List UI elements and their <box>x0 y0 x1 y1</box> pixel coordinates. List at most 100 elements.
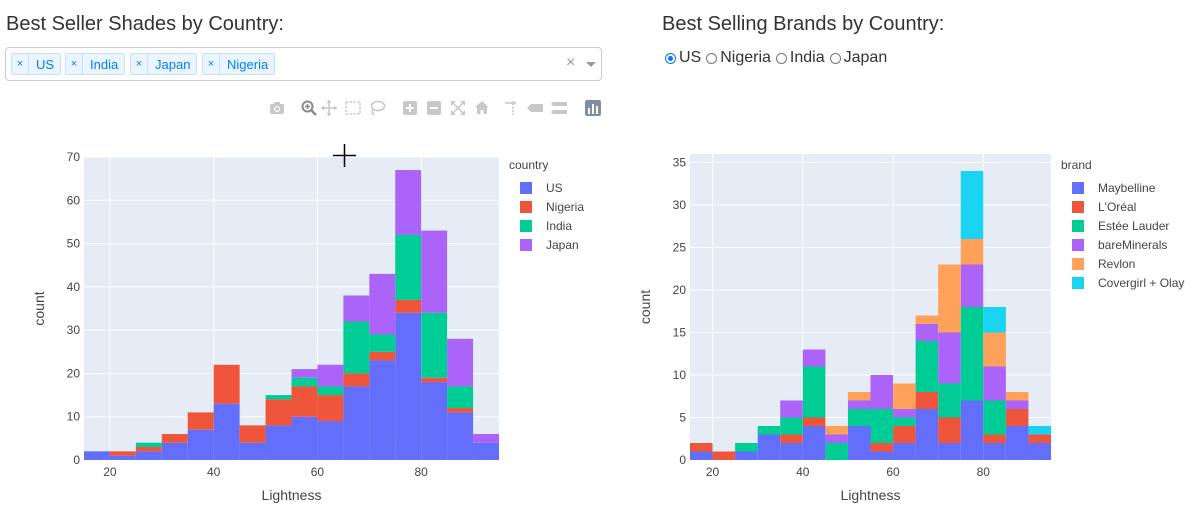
bar-japan[interactable] <box>421 230 448 313</box>
bar-us[interactable] <box>395 312 422 460</box>
chevron-down-icon[interactable] <box>586 62 596 67</box>
bar-est-e-lauder[interactable] <box>938 383 961 418</box>
plotly-logo-icon[interactable] <box>584 99 602 117</box>
bar-us[interactable] <box>187 429 214 460</box>
bar-maybelline[interactable] <box>983 443 1006 460</box>
legend-label[interactable]: L'Oréal <box>1098 200 1136 214</box>
bar-est-e-lauder[interactable] <box>960 307 984 401</box>
bar-us[interactable] <box>239 442 266 460</box>
zoom-icon[interactable] <box>300 99 318 117</box>
spike-lines-icon[interactable] <box>502 99 520 117</box>
bar-maybelline[interactable] <box>915 409 939 460</box>
bar-nigeria[interactable] <box>343 373 370 387</box>
bar-us[interactable] <box>447 412 474 460</box>
legend-swatch[interactable] <box>520 201 532 213</box>
bar-japan[interactable] <box>317 364 344 387</box>
country-multiselect[interactable]: × US × India × Japan × Nigeria × <box>5 47 602 81</box>
bar-est-e-lauder[interactable] <box>802 366 826 418</box>
bar-est-e-lauder[interactable] <box>893 417 916 427</box>
bar-revlon[interactable] <box>893 383 916 410</box>
hover-compare-icon[interactable] <box>550 99 568 117</box>
bar-bareminerals[interactable] <box>893 409 916 418</box>
bar-india[interactable] <box>369 334 396 352</box>
radio-japan[interactable]: Japan <box>829 49 887 67</box>
bar-bareminerals[interactable] <box>1005 400 1029 410</box>
bar-maybelline[interactable] <box>780 443 803 460</box>
pan-icon[interactable] <box>320 99 338 117</box>
bar-l-or-al[interactable] <box>780 434 803 444</box>
bar-revlon[interactable] <box>983 332 1006 367</box>
bar-us[interactable] <box>109 455 136 460</box>
bar-us[interactable] <box>343 386 370 460</box>
bar-maybelline[interactable] <box>893 443 916 460</box>
bar-l-or-al[interactable] <box>712 451 736 461</box>
bar-l-or-al[interactable] <box>893 426 916 443</box>
legend-swatch[interactable] <box>1072 258 1084 270</box>
legend-label[interactable]: India <box>546 219 572 233</box>
bar-l-or-al[interactable] <box>915 392 939 409</box>
bar-nigeria[interactable] <box>447 408 474 413</box>
radio-us[interactable]: US <box>665 49 701 67</box>
bar-bareminerals[interactable] <box>983 366 1006 401</box>
bar-nigeria[interactable] <box>239 425 266 443</box>
autoscale-icon[interactable] <box>449 99 467 117</box>
bar-l-or-al[interactable] <box>870 443 894 452</box>
bar-est-e-lauder[interactable] <box>735 443 758 452</box>
radio-nigeria[interactable]: Nigeria <box>706 49 771 67</box>
legend-label[interactable]: Covergirl + Olay <box>1098 276 1184 290</box>
bar-india[interactable] <box>421 312 448 378</box>
reset-axes-icon[interactable] <box>473 99 491 117</box>
bar-bareminerals[interactable] <box>915 324 939 341</box>
radio-button[interactable] <box>706 52 718 64</box>
bar-bareminerals[interactable] <box>802 349 826 367</box>
bar-india[interactable] <box>447 386 474 409</box>
legend-swatch[interactable] <box>520 220 532 232</box>
bar-india[interactable] <box>135 442 162 448</box>
legend-label[interactable]: US <box>546 181 563 195</box>
bar-nigeria[interactable] <box>213 364 240 404</box>
hover-closest-icon[interactable] <box>526 99 544 117</box>
bar-l-or-al[interactable] <box>802 417 826 427</box>
bar-nigeria[interactable] <box>421 377 448 383</box>
bar-us[interactable] <box>135 451 162 460</box>
bar-maybelline[interactable] <box>1028 443 1051 460</box>
camera-icon[interactable] <box>268 99 286 117</box>
bar-us[interactable] <box>265 425 292 460</box>
bar-covergirl-olay[interactable] <box>960 171 984 239</box>
bar-us[interactable] <box>291 416 318 460</box>
bar-revlon[interactable] <box>847 392 871 401</box>
bar-nigeria[interactable] <box>265 399 292 426</box>
bar-maybelline[interactable] <box>847 426 871 460</box>
bar-bareminerals[interactable] <box>780 400 803 418</box>
bar-nigeria[interactable] <box>369 351 396 361</box>
bar-us[interactable] <box>317 421 344 460</box>
bar-us[interactable] <box>421 382 448 460</box>
bar-japan[interactable] <box>369 273 396 335</box>
bar-us[interactable] <box>161 442 188 460</box>
bar-est-e-lauder[interactable] <box>870 409 894 443</box>
legend-label[interactable]: Estée Lauder <box>1098 219 1169 233</box>
bar-maybelline[interactable] <box>960 400 984 461</box>
bar-india[interactable] <box>343 321 370 374</box>
legend-label[interactable]: Maybelline <box>1098 181 1156 195</box>
lasso-icon[interactable] <box>368 99 386 117</box>
clear-selection-icon[interactable]: × <box>566 54 576 71</box>
bar-revlon[interactable] <box>825 426 848 435</box>
bar-revlon[interactable] <box>1005 392 1029 401</box>
bar-us[interactable] <box>213 403 240 460</box>
legend-label[interactable]: Japan <box>546 238 579 252</box>
radio-button[interactable] <box>829 52 841 64</box>
bar-est-e-lauder[interactable] <box>847 409 871 426</box>
radio-button[interactable] <box>775 52 787 64</box>
legend-label[interactable]: bareMinerals <box>1098 238 1167 252</box>
bar-maybelline[interactable] <box>938 443 961 460</box>
bar-india[interactable] <box>265 395 292 400</box>
legend-swatch[interactable] <box>1072 182 1084 194</box>
bar-japan[interactable] <box>473 434 499 443</box>
bar-l-or-al[interactable] <box>983 434 1006 444</box>
legend-swatch[interactable] <box>1072 220 1084 232</box>
bar-nigeria[interactable] <box>395 299 422 313</box>
chip-remove-icon[interactable]: × <box>12 54 29 74</box>
bar-bareminerals[interactable] <box>938 332 961 384</box>
bar-est-e-lauder[interactable] <box>825 443 848 460</box>
